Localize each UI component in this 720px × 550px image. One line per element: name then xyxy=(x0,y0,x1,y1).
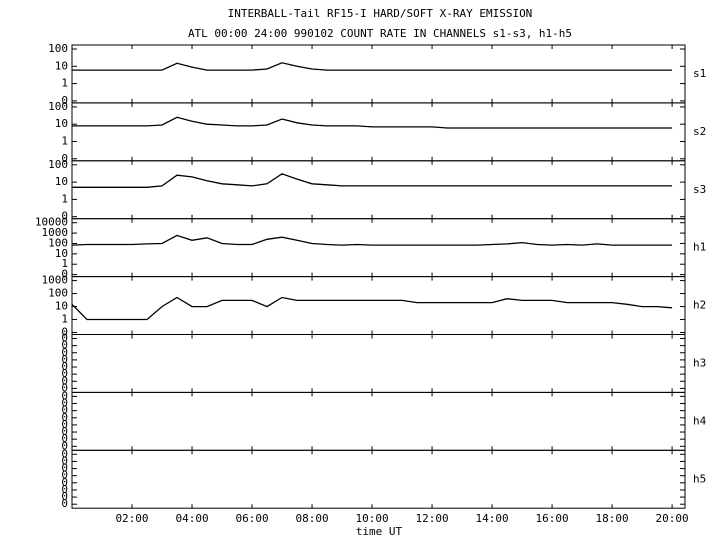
data-line xyxy=(72,62,673,71)
channel-label: h1 xyxy=(693,241,706,254)
panel-frame xyxy=(71,160,686,220)
y-tick-label: 0 xyxy=(61,152,68,165)
y-tick-label: 0 xyxy=(61,462,68,475)
y-tick-label: 0 xyxy=(61,483,68,496)
y-tick-label: 1 xyxy=(61,192,68,205)
y-tick-label: 0 xyxy=(61,381,68,394)
y-tick-label: 1000 xyxy=(42,274,69,287)
channel-label: h2 xyxy=(693,299,706,312)
y-tick-label: 0 xyxy=(61,353,68,366)
y-tick-label: 0 xyxy=(61,360,68,373)
y-tick-label: 1 xyxy=(61,313,68,326)
x-tick-label: 20:00 xyxy=(656,512,689,525)
y-tick-label: 100 xyxy=(48,236,68,249)
y-tick-label: 0 xyxy=(61,268,68,281)
y-tick-label: 10 xyxy=(55,247,68,260)
y-tick-label: 0 xyxy=(61,404,68,417)
y-tick-label: 0 xyxy=(61,326,68,339)
y-tick-label: 0 xyxy=(61,432,68,445)
data-line xyxy=(72,173,673,188)
y-tick-label: 0 xyxy=(61,425,68,438)
x-tick-label: 14:00 xyxy=(476,512,509,525)
y-tick-label: 10000 xyxy=(35,216,68,229)
channel-label: h3 xyxy=(693,356,706,369)
y-tick-label: 0 xyxy=(61,497,68,510)
y-tick-label: 0 xyxy=(61,476,68,489)
panel-frame xyxy=(71,218,686,278)
y-tick-label: 0 xyxy=(61,389,68,402)
y-tick-label: 0 xyxy=(61,411,68,424)
data-line xyxy=(71,296,673,321)
x-tick-label: 10:00 xyxy=(355,512,388,525)
data-line xyxy=(72,116,673,129)
panel-frame xyxy=(71,102,686,162)
y-tick-label: 100 xyxy=(48,158,68,171)
channel-label: h5 xyxy=(693,472,706,485)
x-tick-label: 18:00 xyxy=(596,512,629,525)
y-tick-label: 10 xyxy=(55,300,68,313)
x-tick-label: 16:00 xyxy=(536,512,569,525)
y-tick-label: 1 xyxy=(61,257,68,270)
y-tick-label: 0 xyxy=(61,374,68,387)
y-tick-label: 0 xyxy=(61,332,68,345)
y-tick-label: 0 xyxy=(61,418,68,431)
panel-frame xyxy=(71,44,686,104)
chart-subtitle: ATL 00:00 24:00 990102 COUNT RATE IN CHA… xyxy=(188,27,572,40)
x-tick-label: 04:00 xyxy=(175,512,208,525)
y-tick-label: 0 xyxy=(61,490,68,503)
y-tick-label: 10 xyxy=(55,59,68,72)
panel-frame xyxy=(71,334,686,393)
panel-frame xyxy=(71,391,686,451)
y-tick-label: 1000 xyxy=(42,226,69,239)
y-tick-label: 0 xyxy=(61,367,68,380)
y-tick-label: 0 xyxy=(61,346,68,359)
panel-frame xyxy=(71,449,686,509)
y-tick-label: 0 xyxy=(61,339,68,352)
y-tick-label: 0 xyxy=(61,397,68,410)
y-tick-label: 0 xyxy=(61,469,68,482)
channel-label: s3 xyxy=(693,183,706,196)
chart-title: INTERBALL-Tail RF15-I HARD/SOFT X-RAY EM… xyxy=(228,7,533,20)
x-tick-label: 06:00 xyxy=(235,512,268,525)
x-axis-label: time UT xyxy=(356,525,403,538)
y-tick-label: 0 xyxy=(61,94,68,107)
x-tick-label: 02:00 xyxy=(115,512,148,525)
channel-label: s2 xyxy=(693,125,706,138)
y-tick-label: 1 xyxy=(61,77,68,90)
y-tick-label: 100 xyxy=(48,42,68,55)
y-tick-label: 100 xyxy=(48,100,68,113)
channel-label: s1 xyxy=(693,67,706,80)
channel-label: h4 xyxy=(693,414,707,427)
y-tick-label: 0 xyxy=(61,454,68,467)
x-tick-label: 12:00 xyxy=(415,512,448,525)
y-tick-label: 0 xyxy=(61,447,68,460)
y-tick-label: 0 xyxy=(61,439,68,452)
y-tick-label: 10 xyxy=(55,117,68,130)
x-tick-label: 08:00 xyxy=(295,512,328,525)
y-tick-label: 1 xyxy=(61,135,68,148)
y-tick-label: 100 xyxy=(48,287,68,300)
y-tick-label: 10 xyxy=(55,175,68,188)
y-tick-label: 0 xyxy=(61,210,68,223)
data-line xyxy=(71,234,673,246)
